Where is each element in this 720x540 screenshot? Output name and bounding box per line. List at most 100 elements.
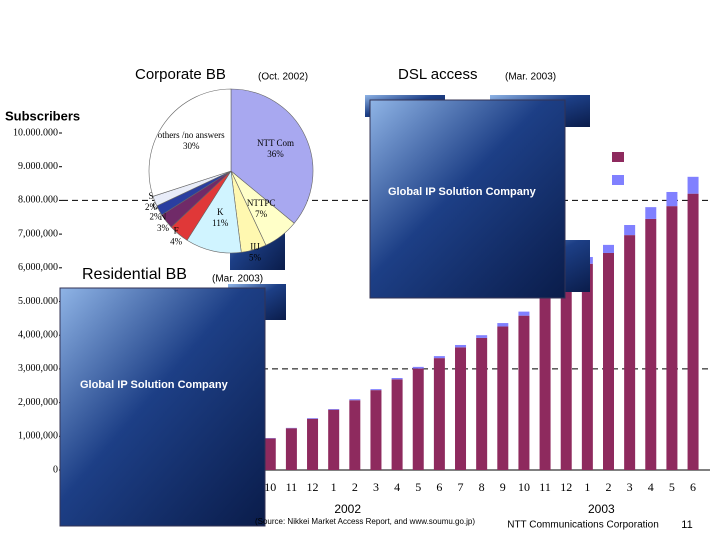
legend-swatch [612, 175, 624, 185]
bar-segment [285, 428, 297, 470]
pie-slice [148, 88, 232, 197]
y-tick-label: 1,000,000 [18, 431, 58, 442]
pie-label: others /no answers [158, 130, 225, 140]
bar-segment [307, 418, 319, 470]
x-tick-label: 2 [352, 480, 358, 494]
pie-label: N [160, 212, 167, 222]
y-tick-label: 3,000,000 [18, 363, 58, 374]
x-tick-label: 3 [627, 480, 633, 494]
x-tick-label: 4 [394, 480, 400, 494]
bar-segment [328, 409, 340, 470]
year-label: 2002 [334, 502, 361, 516]
bar-segment [391, 377, 403, 380]
x-tick-label: 3 [373, 480, 379, 494]
pie-label: C [153, 201, 159, 211]
y-axis-label: Subscribers [5, 108, 80, 123]
pie-value-label: 2% [145, 202, 158, 212]
pie-value-label: 2% [150, 212, 163, 222]
bar-segment [391, 379, 403, 470]
bar-segment [581, 263, 593, 470]
pie-value-label: 5% [249, 253, 262, 263]
legend-label: DSL [630, 149, 653, 163]
bar-segment [264, 438, 276, 470]
bar-segment [645, 207, 657, 219]
decor-image [59, 287, 266, 527]
pie-value-label: 36% [267, 149, 284, 159]
bar-segment [349, 399, 361, 401]
y-tick-label: 0 [53, 464, 58, 475]
bar-segment [307, 418, 319, 419]
pie-label: K [217, 207, 224, 217]
x-tick-label: 2 [606, 480, 612, 494]
bar-segment [433, 356, 445, 359]
bar-segment [687, 176, 699, 194]
bar-segment [560, 283, 572, 470]
x-tick-label: 11 [286, 480, 298, 494]
x-tick-label: 1 [331, 480, 337, 494]
x-tick-label: 10 [518, 480, 530, 494]
x-tick-label: 12 [307, 480, 319, 494]
x-tick-label: 12 [560, 480, 572, 494]
pie-label: IIJ [250, 242, 260, 252]
bar-segment [476, 337, 488, 470]
year-label: 2003 [588, 502, 615, 516]
pie-value-label: 3% [157, 223, 170, 233]
x-tick-label: 9 [500, 480, 506, 494]
bar-segment [328, 409, 340, 410]
y-tick-label: 9.000.000 [18, 161, 58, 172]
x-tick-label: 5 [415, 480, 421, 494]
y-tick-label: 4,000,000 [18, 329, 58, 340]
legend-label: FTTH [630, 172, 660, 186]
y-tick-label: 10.000.000 [13, 127, 58, 138]
legend: FTTH DSL [612, 149, 660, 186]
bar-segment [645, 218, 657, 470]
pie-subtitle: (Oct. 2002) [258, 72, 308, 83]
text-layer: Corporate BB (Oct. 2002) DSL access (Mar… [5, 66, 693, 531]
bar-segment [497, 326, 509, 470]
x-tick-label: 6 [690, 480, 696, 494]
x-tick-label: 5 [669, 480, 675, 494]
legend-swatch [612, 152, 624, 162]
x-tick-label: 1 [584, 480, 590, 494]
pie-value-label: 11% [212, 218, 229, 228]
bar-segment [518, 311, 530, 316]
caption-subtitle: (Mar. 2003) [212, 274, 263, 285]
decor-text: Global IP Solution Company [388, 186, 537, 198]
bar-segment [455, 347, 467, 470]
pie-label: NTTPC [247, 198, 276, 208]
bar-segment [476, 335, 488, 338]
bar-layer [264, 176, 699, 470]
x-tick-label: 10 [264, 480, 276, 494]
y-tick-label: 6,000,000 [18, 262, 58, 273]
bar-segment [412, 366, 424, 369]
source: (Source: Nikkei Market Access Report, an… [255, 517, 475, 526]
pie-label: S [148, 191, 153, 201]
caption-title: Residential BB [82, 266, 187, 283]
x-tick-label: 7 [458, 480, 464, 494]
bar-segment [539, 296, 551, 470]
y-tick-label: 2,000,000 [18, 397, 58, 408]
bar-segment [518, 315, 530, 470]
bar-segment [370, 389, 382, 391]
bar-segment [624, 235, 636, 470]
pie-title: Corporate BB [135, 66, 226, 83]
bar-segment [455, 344, 467, 348]
pie-value-label: 30% [183, 141, 200, 151]
x-tick-label: 8 [479, 480, 485, 494]
bar-segment [497, 323, 509, 327]
bar-title: DSL access [398, 66, 477, 83]
bar-segment [370, 390, 382, 470]
bar-segment [666, 191, 678, 207]
image-layer: Global IP Solution Company Global IP Sol… [59, 95, 590, 527]
bar-segment [666, 206, 678, 470]
x-tick-label: 4 [648, 480, 654, 494]
bar-segment [349, 400, 361, 470]
pie-value-label: 4% [170, 236, 183, 246]
company: NTT Communications Corporation [507, 520, 659, 531]
bar-segment [603, 244, 614, 253]
bar-subtitle: (Mar. 2003) [505, 72, 556, 83]
x-tick-label: 6 [436, 480, 442, 494]
y-tick-label: 7,000,000 [18, 228, 58, 239]
decor-text: Global IP Solution Company [80, 379, 229, 391]
